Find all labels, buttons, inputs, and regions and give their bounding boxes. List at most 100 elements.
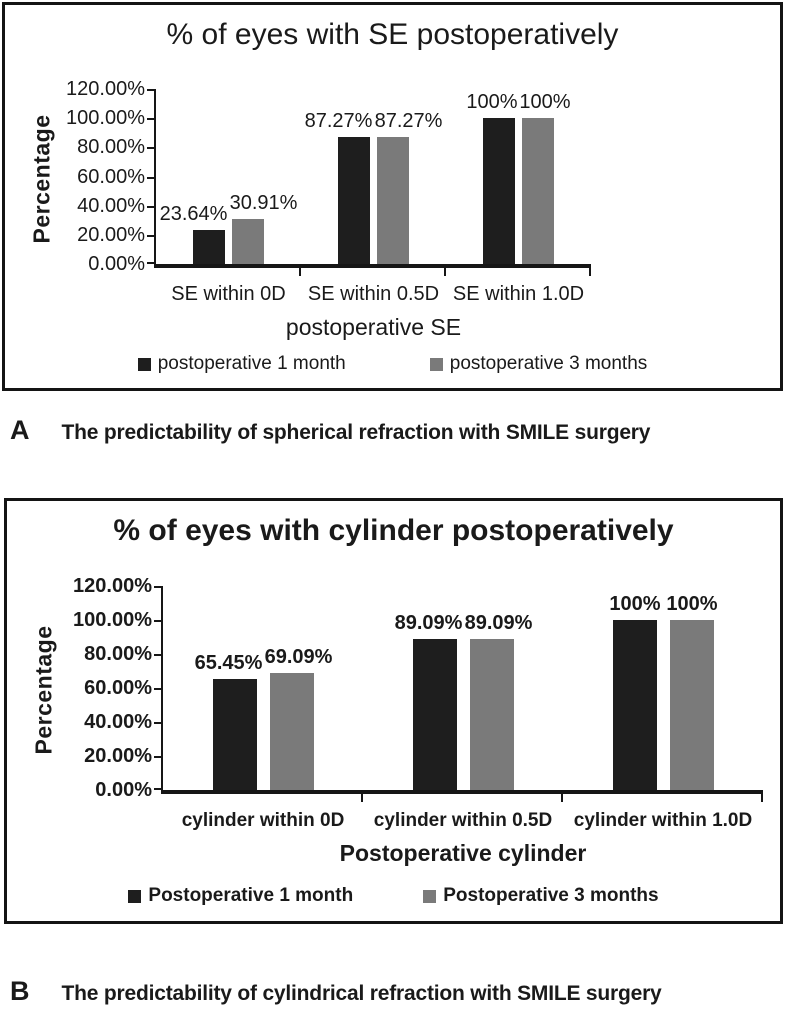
y-tick-label: 120.00% [73,575,152,597]
legend-item: postoperative 1 month [137,353,346,374]
y-tick-mark [147,206,154,208]
bar [232,219,264,264]
data-label: 89.09% [394,612,463,634]
data-label: 100% [519,91,571,113]
legend-label: postoperative 1 month [157,353,346,374]
bar [338,137,370,264]
legend-swatch-icon [128,889,142,903]
legend-item: postoperative 3 months [429,353,648,374]
y-tick-label: 0.00% [95,779,152,801]
data-label: 87.27% [304,110,373,132]
chart-title: % of eyes with SE postoperatively [166,18,619,51]
x-category-row: SE within 0D SE within 0.5D SE within 1.0D [156,284,780,305]
legend: postoperative 1 month postoperative 3 mon… [5,354,780,374]
y-tick-label: 100.00% [66,107,145,130]
figure-caption-a: A The predictability of spherical refrac… [10,416,650,445]
data-label: 23.64% [159,203,228,225]
caption-letter: A [10,415,30,445]
y-tick-label: 60.00% [84,677,152,699]
bar [670,620,714,790]
y-tick-mark [154,654,161,656]
caption-text: The predictability of cylindrical refrac… [61,982,662,1005]
x-tick-mark [444,268,446,276]
y-axis-title: Percentage [28,113,55,244]
x-category-row: cylinder within 0D cylinder within 0.5D cy… [163,810,780,831]
bar [483,118,515,264]
x-tick-mark [361,794,363,802]
y-axis-tick-labels: 120.00% 100.00% 80.00% 60.00% 40.00% 20.00% 0.… [61,576,161,800]
y-tick-label: 20.00% [84,745,152,767]
y-tick-mark [147,235,154,237]
bar [613,620,657,790]
y-axis-tick-labels: 120.00% 100.00% 80.00% 60.00% 40.00% 20.00% 0.… [59,79,154,274]
y-tick-mark [147,262,154,264]
data-label: 30.91% [229,192,298,214]
data-label: 87.27% [374,110,443,132]
y-tick-mark [154,722,161,724]
y-tick-label: 80.00% [84,643,152,665]
y-tick-label: 100.00% [73,609,152,631]
x-category-label: cylinder within 0.5D [373,810,553,831]
caption-text: The predictability of spherical refracti… [61,421,651,444]
legend-item: Postoperative 1 month [128,886,353,906]
legend-swatch-icon [137,357,151,371]
y-tick-label: 20.00% [77,223,145,246]
y-tick-mark [154,586,161,588]
chart-title: % of eyes with cylinder postoperatively [113,514,674,547]
plot-area: 23.64% 30.91% 87.27% 87.27% 100% 100% [147,89,591,276]
x-category-label: SE within 0D [171,283,286,305]
y-tick-label: 0.00% [88,253,145,275]
data-label: 69.09% [264,646,333,668]
y-tick-mark [154,620,161,622]
y-tick-mark [154,688,161,690]
figure-caption-b: B The predictability of cylindrical refr… [10,977,662,1006]
x-category-label: cylinder within 0D [181,810,345,831]
y-tick-mark [147,118,154,120]
x-category-label: cylinder within 1.0D [573,810,753,831]
bar [377,137,409,264]
y-tick-label: 40.00% [77,194,145,217]
legend-item: Postoperative 3 months [423,885,659,906]
y-tick-mark [147,89,154,91]
chart-panel-b: % of eyes with cylinder postoperatively … [4,498,783,924]
x-tick-mark [299,268,301,276]
x-tick-mark [589,268,591,276]
x-category-label: SE within 0.5D [307,283,440,305]
y-tick-label: 60.00% [77,165,145,188]
legend-label: Postoperative 3 months [443,885,659,906]
y-tick-mark [154,756,161,758]
y-tick-mark [147,177,154,179]
legend-label: postoperative 3 months [449,353,648,374]
bar [213,679,257,790]
plot-area: 65.45% 69.09% 89.09% 89.09% 100% 100% [154,586,763,802]
bar [470,639,514,790]
y-tick-mark [154,788,161,790]
data-label: 100% [666,593,718,615]
y-tick-label: 120.00% [66,78,145,100]
bar [193,230,225,264]
chart-body: Percentage 120.00% 100.00% 80.00% 60.00% 40.… [25,79,780,276]
caption-letter: B [10,976,30,1006]
legend-swatch-icon [423,889,437,903]
legend-swatch-icon [429,357,443,371]
data-label: 65.45% [194,652,263,674]
data-label: 100% [609,593,661,615]
legend-label: Postoperative 1 month [148,885,354,906]
bar [522,118,554,264]
data-label: 89.09% [464,612,533,634]
x-axis-title: postoperative SE [285,314,462,340]
bar [413,639,457,790]
x-category-label: SE within 1.0D [452,283,585,305]
chart-body: Percentage 120.00% 100.00% 80.00% 60.00% 40.… [27,576,780,802]
x-axis-title: Postoperative cylinder [339,840,587,866]
chart-panel-a: % of eyes with SE postoperatively Percen… [2,2,783,391]
y-tick-label: 40.00% [84,711,152,733]
bar [270,673,314,790]
data-label: 100% [466,91,518,113]
legend: Postoperative 1 month Postoperative 3 mon… [7,886,780,906]
y-tick-mark [147,147,154,149]
x-tick-mark [761,794,763,802]
x-tick-mark [561,794,563,802]
y-tick-label: 80.00% [77,136,145,159]
